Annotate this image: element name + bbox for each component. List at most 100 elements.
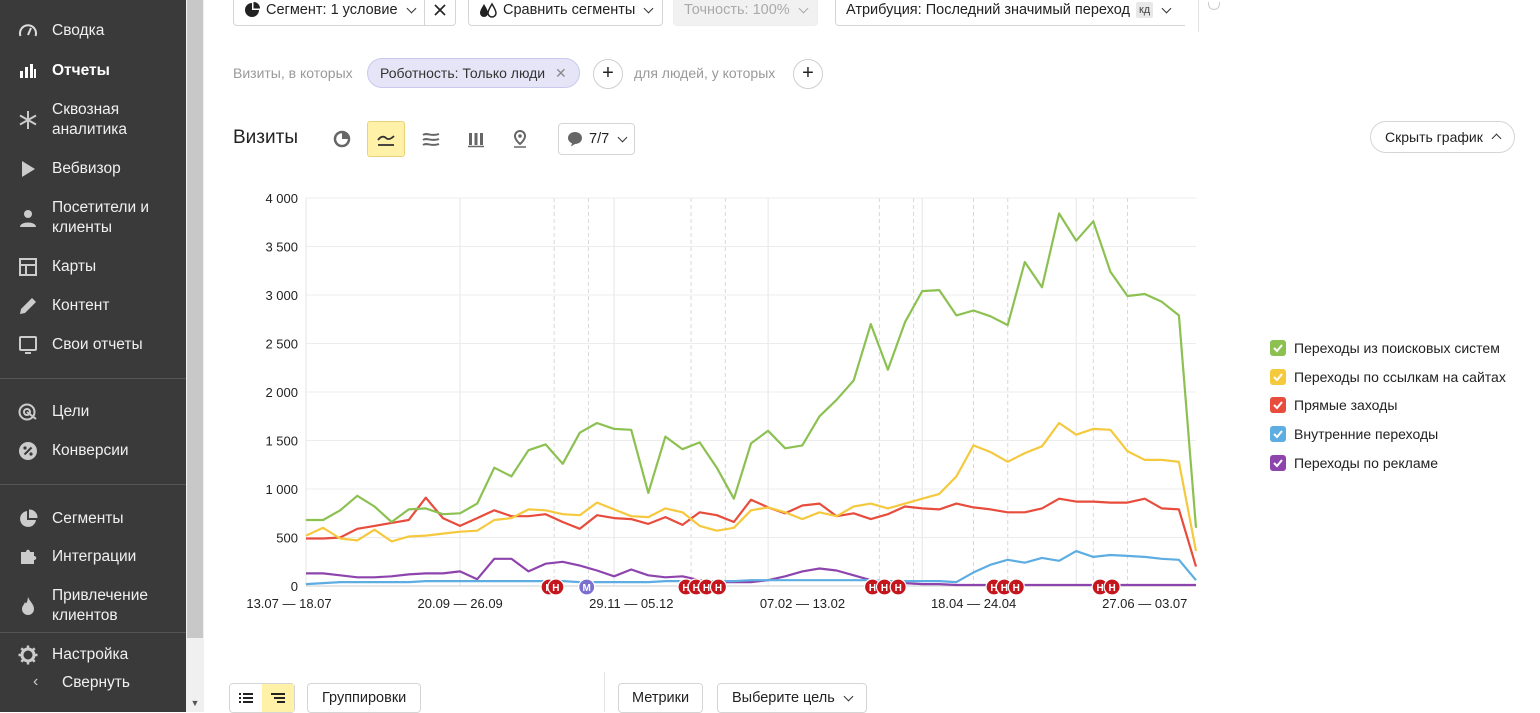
clear-segment-button[interactable] (424, 0, 456, 26)
legend-checkbox[interactable] (1270, 454, 1286, 471)
goal-select-button[interactable]: Выберите цель (717, 683, 867, 713)
legend-checkbox[interactable] (1270, 397, 1286, 414)
sidebar-item[interactable]: Сквозная аналитика (0, 99, 186, 141)
sidebar-item[interactable]: Интеграции (0, 546, 186, 568)
collapse-sidebar-button[interactable]: ‹ Свернуть (0, 673, 186, 695)
sidebar-item[interactable]: Сводка (0, 20, 186, 42)
plus-icon: + (802, 62, 814, 84)
series-line (306, 496, 1198, 567)
legend-label: Переходы по ссылкам на сайтах (1294, 368, 1506, 385)
close-icon (434, 4, 446, 16)
marker-label: Н (715, 583, 722, 594)
tree-view-button[interactable] (262, 684, 294, 712)
series-line (305, 550, 1197, 586)
chart-annotation-marker[interactable]: Н (547, 578, 565, 596)
series-counter: 7/7 (589, 131, 610, 147)
legend-item[interactable]: Переходы по рекламе (1270, 453, 1438, 473)
legend-item[interactable]: Внутренние переходы (1270, 424, 1438, 444)
sidebar-divider (0, 484, 186, 485)
add-visit-condition-button[interactable]: + (593, 59, 623, 89)
y-tick-label: 3 500 (265, 240, 298, 255)
legend-checkbox[interactable] (1270, 368, 1286, 385)
accuracy-dropdown[interactable]: Точность: 100% (673, 0, 818, 26)
sidebar-item[interactable]: Карты (0, 256, 186, 278)
compare-segments-button[interactable]: Сравнить сегменты (468, 0, 664, 26)
metrics-button[interactable]: Метрики (618, 683, 704, 713)
legend-item[interactable]: Прямые заходы (1270, 395, 1397, 415)
pie-chart-view-button[interactable] (323, 121, 361, 157)
legend-label: Внутренние переходы (1294, 426, 1439, 443)
pie-icon (245, 2, 260, 17)
chevron-left-icon: ‹ (33, 673, 39, 690)
chart-annotation-marker[interactable]: Н (697, 578, 716, 596)
legend-item[interactable]: Переходы по ссылкам на сайтах (1270, 367, 1506, 387)
map-view-button[interactable] (501, 121, 539, 157)
filter-chip-robotness[interactable]: Роботность: Только люди ✕ (367, 58, 580, 88)
sidebar-item-label: Карты (52, 258, 97, 275)
chart-annotation-marker[interactable]: Н (709, 578, 728, 596)
sidebar-item[interactable]: Настройка (0, 644, 186, 666)
marker-label: Н (703, 583, 710, 594)
marker-label: Н (1001, 583, 1008, 594)
sidebar-item[interactable]: Цели (0, 401, 186, 423)
marker-label: Н (693, 583, 700, 594)
sidebar-item[interactable]: Вебвизор (0, 158, 186, 180)
sidebar-item[interactable]: Контент (0, 295, 186, 317)
pie-chart-icon (333, 130, 351, 148)
sidebar-item[interactable]: Привлечение клиентов (0, 585, 186, 627)
legend-checkbox[interactable] (1270, 426, 1286, 443)
scroll-down-arrow-icon[interactable]: ▼ (190, 698, 200, 708)
line-chart-icon (377, 135, 395, 146)
sidebar-item-label: Сквозная аналитика (52, 101, 128, 138)
metrics-label: Метрики (632, 690, 690, 706)
sidebar-item-label: Сводка (52, 22, 105, 39)
snowflake-icon (16, 108, 40, 132)
series-selector-button[interactable]: 7/7 (558, 123, 636, 155)
chart-annotation-marker[interactable]: М (578, 578, 596, 596)
line-chart-view-button[interactable] (367, 121, 405, 157)
sidebar-item[interactable]: Конверсии (0, 440, 186, 462)
visits-line-chart: 4 000 3 500 3 000 2 500 2 000 1 500 1 000 500 0 1… (246, 191, 1198, 611)
bottom-divider (604, 672, 605, 712)
sidebar-item[interactable]: Сегменты (0, 508, 186, 530)
chart-annotation-marker[interactable]: Н (875, 578, 894, 596)
hide-chart-button[interactable]: Скрыть график (1370, 121, 1515, 153)
bar-chart-view-button[interactable] (457, 121, 495, 157)
scroll-thumb[interactable] (187, 0, 203, 638)
chart-annotation-marker[interactable]: Н (1007, 578, 1025, 596)
y-tick-label: 500 (276, 531, 298, 546)
segment-button[interactable]: Сегмент: 1 условие (233, 0, 426, 26)
target-icon (16, 400, 40, 424)
groupings-button[interactable]: Группировки (307, 683, 422, 713)
marker-circle (578, 578, 596, 596)
view-mode-toggle[interactable] (229, 683, 295, 713)
chip-close-icon[interactable]: ✕ (555, 65, 567, 81)
list-view-button[interactable] (230, 684, 262, 712)
legend-checkbox[interactable] (1270, 340, 1286, 356)
marker-label: Н (990, 583, 997, 594)
check-icon (1273, 459, 1283, 468)
chart-annotation-marker[interactable]: Н (863, 578, 882, 596)
area-chart-view-button[interactable] (412, 121, 450, 157)
attribution-dropdown[interactable]: Атрибуция: Последний значимый переход кд (835, 0, 1185, 26)
sidebar-item-label: Интеграции (52, 548, 137, 565)
sidebar-item[interactable]: Свои отчеты (0, 334, 186, 356)
chart-annotation-marker[interactable]: Н (889, 578, 907, 596)
gear-icon (16, 643, 40, 667)
report-title: Визиты (233, 127, 298, 148)
marker-label: Н (1109, 583, 1116, 594)
marker-label: М (583, 583, 591, 594)
x-tick-label: 20.09 — 26.09 (418, 596, 503, 611)
puzzle-icon (16, 545, 40, 569)
chart-annotation-marker[interactable]: Н (1103, 578, 1121, 596)
drops-icon (480, 2, 497, 18)
people-filter-prefix: для людей, у которых (634, 65, 776, 81)
add-people-condition-button[interactable]: + (793, 59, 823, 89)
sidebar-item[interactable]: Отчеты (0, 60, 186, 82)
sidebar-scrollbar[interactable]: ▼ (186, 0, 204, 712)
legend-item[interactable]: Переходы из поисковых систем (1270, 338, 1500, 358)
help-icon[interactable] (1208, 2, 1220, 10)
sidebar-item-label: Сегменты (52, 510, 124, 527)
sidebar-item[interactable]: Посетители и клиенты (0, 197, 186, 239)
marker-label: Н (1013, 583, 1020, 594)
